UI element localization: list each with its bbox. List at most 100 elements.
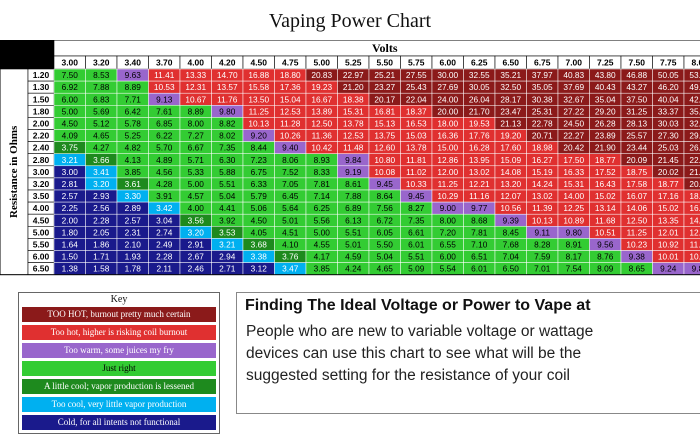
cell-value: 6.25 — [314, 203, 331, 213]
cell-value: 16.33 — [563, 167, 584, 177]
cell-value: 3.76 — [282, 252, 299, 262]
cell-value: 6.55 — [440, 239, 457, 249]
cell-value: 1.93 — [125, 252, 142, 262]
cell-value: 8.68 — [471, 215, 488, 225]
cell-value: 5.00 — [314, 227, 331, 237]
x-axis-label: Volts — [372, 41, 398, 55]
cell-value: 10.67 — [185, 94, 206, 104]
cell-value: 7.56 — [377, 203, 394, 213]
cell-value: 27.22 — [563, 106, 584, 116]
cell-value: 3.21 — [62, 155, 79, 165]
cell-value: 12.00 — [437, 167, 458, 177]
cell-value: 9.45 — [408, 191, 425, 201]
cell-value: 11.81 — [406, 155, 427, 165]
cell-value: 17.16 — [658, 191, 679, 201]
legend-key: Key TOO HOT, burnout pretty much certain… — [18, 292, 220, 434]
cell-value: 22.78 — [532, 118, 553, 128]
cell-value: 7.52 — [282, 167, 299, 177]
cell-value: 2.28 — [93, 215, 110, 225]
cell-value: 40.83 — [563, 70, 584, 80]
cell-value: 15.31 — [343, 106, 364, 116]
cell-value: 9.40 — [282, 143, 299, 153]
cell-value: 3.85 — [125, 167, 142, 177]
cell-value: 12.53 — [280, 106, 301, 116]
cell-value: 16.88 — [248, 70, 269, 80]
cell-value: 13.02 — [532, 191, 553, 201]
chart-title: Vaping Power Chart — [268, 10, 432, 32]
row-header-label: 1.20 — [33, 70, 50, 80]
row-header-label: 1.50 — [33, 94, 50, 104]
cell-value: 15.58 — [248, 82, 269, 92]
cell-value: 5.51 — [408, 252, 425, 262]
cell-value: 6.50 — [503, 264, 520, 274]
cell-value: 4.55 — [314, 239, 331, 249]
cell-value: 1.86 — [93, 239, 110, 249]
cell-value: 3.53 — [219, 227, 236, 237]
cell-value: 20.42 — [563, 143, 584, 153]
cell-value: 32.00 — [689, 118, 700, 128]
cell-value: 12.50 — [626, 215, 647, 225]
cell-value: 11.36 — [312, 131, 333, 141]
cell-value: 25.43 — [406, 82, 427, 92]
cell-value: 46.20 — [658, 82, 679, 92]
cell-value: 1.38 — [62, 264, 79, 274]
cell-value: 8.28 — [534, 239, 551, 249]
cell-value: 13.14 — [595, 203, 616, 213]
chart-border — [0, 40, 700, 276]
row-header-label: 4.50 — [33, 215, 50, 225]
cell-value: 19.20 — [500, 131, 521, 141]
info-line: People who are new to variable voltage o… — [246, 323, 594, 340]
cell-value: 40.04 — [658, 94, 679, 104]
cell-value: 3.85 — [314, 264, 331, 274]
cell-value: 3.68 — [251, 239, 268, 249]
cell-value: 27.30 — [658, 131, 679, 141]
cell-value: 5.88 — [219, 167, 236, 177]
cell-value: 25.03 — [658, 143, 679, 153]
cell-value: 21.13 — [500, 118, 521, 128]
cell-value: 21.45 — [658, 155, 679, 165]
cell-value: 12.25 — [563, 203, 584, 213]
cell-value: 32.55 — [469, 70, 490, 80]
cell-value: 2.05 — [93, 227, 110, 237]
cell-value: 3.92 — [219, 215, 236, 225]
cell-value: 15.04 — [280, 94, 301, 104]
cell-value: 3.42 — [156, 203, 173, 213]
row-header-label: 1.30 — [33, 82, 50, 92]
column-header-label: 6.00 — [439, 58, 456, 68]
cell-value: 5.51 — [345, 227, 362, 237]
cell-value: 6.51 — [471, 252, 488, 262]
cell-value: 4.57 — [188, 191, 205, 201]
cell-value: 26.67 — [689, 143, 700, 153]
cell-value: 6.89 — [345, 203, 362, 213]
cell-value: 2.46 — [188, 264, 205, 274]
cell-value: 9.80 — [566, 227, 583, 237]
column-header-label: 3.40 — [124, 58, 141, 68]
cell-value: 16.00 — [689, 203, 700, 213]
cell-value: 49.23 — [689, 82, 700, 92]
cell-value: 20.02 — [658, 167, 679, 177]
cell-value: 2.91 — [188, 239, 205, 249]
cell-value: 23.44 — [626, 143, 647, 153]
column-header-label: 3.70 — [156, 58, 173, 68]
cell-value: 4.00 — [188, 203, 205, 213]
cell-value: 4.50 — [62, 118, 79, 128]
cell-value: 8.64 — [377, 191, 394, 201]
cell-value: 8.27 — [408, 203, 425, 213]
cell-value: 8.09 — [597, 264, 614, 274]
cell-value: 35.04 — [595, 94, 616, 104]
cell-value: 10.89 — [563, 215, 584, 225]
cell-value: 11.02 — [406, 167, 427, 177]
cell-value: 13.02 — [469, 167, 490, 177]
cell-value: 2.56 — [93, 203, 110, 213]
cell-value: 9.77 — [471, 203, 488, 213]
cell-value: 3.21 — [219, 239, 236, 249]
cell-value: 25.21 — [374, 70, 395, 80]
cell-value: 3.12 — [251, 264, 268, 274]
cell-value: 9.13 — [156, 94, 173, 104]
column-header-label: 6.50 — [502, 58, 519, 68]
cell-value: 2.74 — [156, 227, 173, 237]
cell-value: 5.00 — [62, 106, 79, 116]
cell-value: 23.89 — [595, 131, 616, 141]
cell-value: 21.20 — [343, 82, 364, 92]
cell-value: 11.28 — [280, 118, 301, 128]
